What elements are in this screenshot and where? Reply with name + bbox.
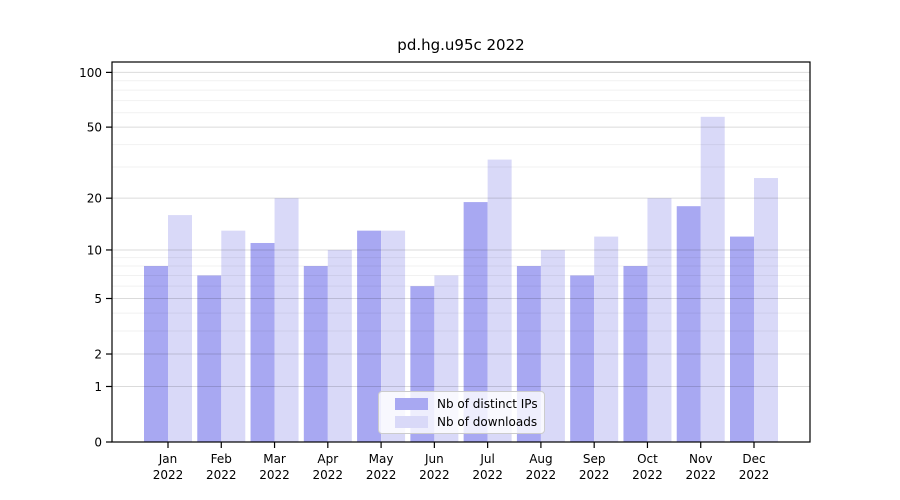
bar-downloads-sep [594, 236, 619, 442]
x-tick-label-year: 2022 [153, 468, 184, 482]
legend-row-distinct-ips: Nb of distinct IPs [395, 396, 544, 411]
legend-swatch-downloads [395, 415, 428, 428]
y-tick-label: 5 [94, 292, 102, 306]
x-tick-label-year: 2022 [632, 468, 663, 482]
y-tick-label: 2 [94, 348, 102, 362]
x-tick-label-month: Jul [479, 452, 494, 466]
x-tick-label-month: Aug [529, 452, 552, 466]
y-tick-label: 100 [79, 66, 102, 80]
x-tick-label-month: Feb [211, 452, 232, 466]
bar-ips-sep [570, 275, 595, 442]
bar-downloads-oct [647, 198, 672, 442]
bar-downloads-nov [700, 116, 725, 442]
x-tick-label-month: Dec [742, 452, 765, 466]
bar-ips-may [357, 230, 382, 442]
bar-downloads-apr [327, 249, 352, 442]
bar-ips-jan [144, 266, 168, 442]
bar-ips-mar [250, 242, 275, 442]
x-tick-label-month: Mar [263, 452, 286, 466]
legend: Nb of distinct IPs Nb of downloads [378, 391, 545, 434]
y-tick-label: 50 [87, 121, 102, 135]
y-tick-label: 1 [94, 380, 102, 394]
x-tick-label-month: Oct [637, 452, 658, 466]
legend-label-distinct-ips: Nb of distinct IPs [437, 396, 538, 411]
axes-frame [111, 61, 811, 443]
legend-swatch-distinct-ips [395, 397, 428, 410]
x-tick-label-year: 2022 [419, 468, 450, 482]
x-tick-label-year: 2022 [259, 468, 290, 482]
bar-ips-nov [676, 206, 701, 442]
x-tick-label-year: 2022 [685, 468, 716, 482]
x-tick-label-month: Nov [689, 452, 712, 466]
y-tick-label: 0 [94, 436, 102, 450]
bar-ips-apr [303, 266, 328, 442]
legend-label-downloads: Nb of downloads [437, 414, 538, 429]
x-tick-label-year: 2022 [526, 468, 557, 482]
legend-row-downloads: Nb of downloads [395, 414, 544, 429]
x-tick-label-month: Sep [583, 452, 606, 466]
bar-ips-dec [730, 236, 754, 442]
bar-ips-oct [623, 266, 648, 442]
x-tick-label-year: 2022 [579, 468, 610, 482]
y-tick-label: 10 [87, 243, 102, 257]
bar-ips-feb [197, 275, 222, 442]
x-tick-label-year: 2022 [472, 468, 503, 482]
bar-downloads-dec [754, 178, 778, 442]
x-tick-label-month: Apr [317, 452, 338, 466]
x-tick-label-year: 2022 [206, 468, 237, 482]
x-tick-label-month: Jun [424, 452, 444, 466]
x-tick-label-year: 2022 [739, 468, 770, 482]
bar-downloads-mar [274, 198, 299, 442]
x-tick-label-year: 2022 [313, 468, 344, 482]
x-tick-label-month: Jan [158, 452, 178, 466]
x-tick-label-year: 2022 [366, 468, 397, 482]
bar-downloads-feb [221, 230, 246, 442]
x-tick-label-month: May [369, 452, 394, 466]
y-tick-label: 20 [87, 192, 102, 206]
chart-title: pd.hg.u95c 2022 [397, 36, 525, 54]
bar-downloads-jan [168, 215, 192, 442]
